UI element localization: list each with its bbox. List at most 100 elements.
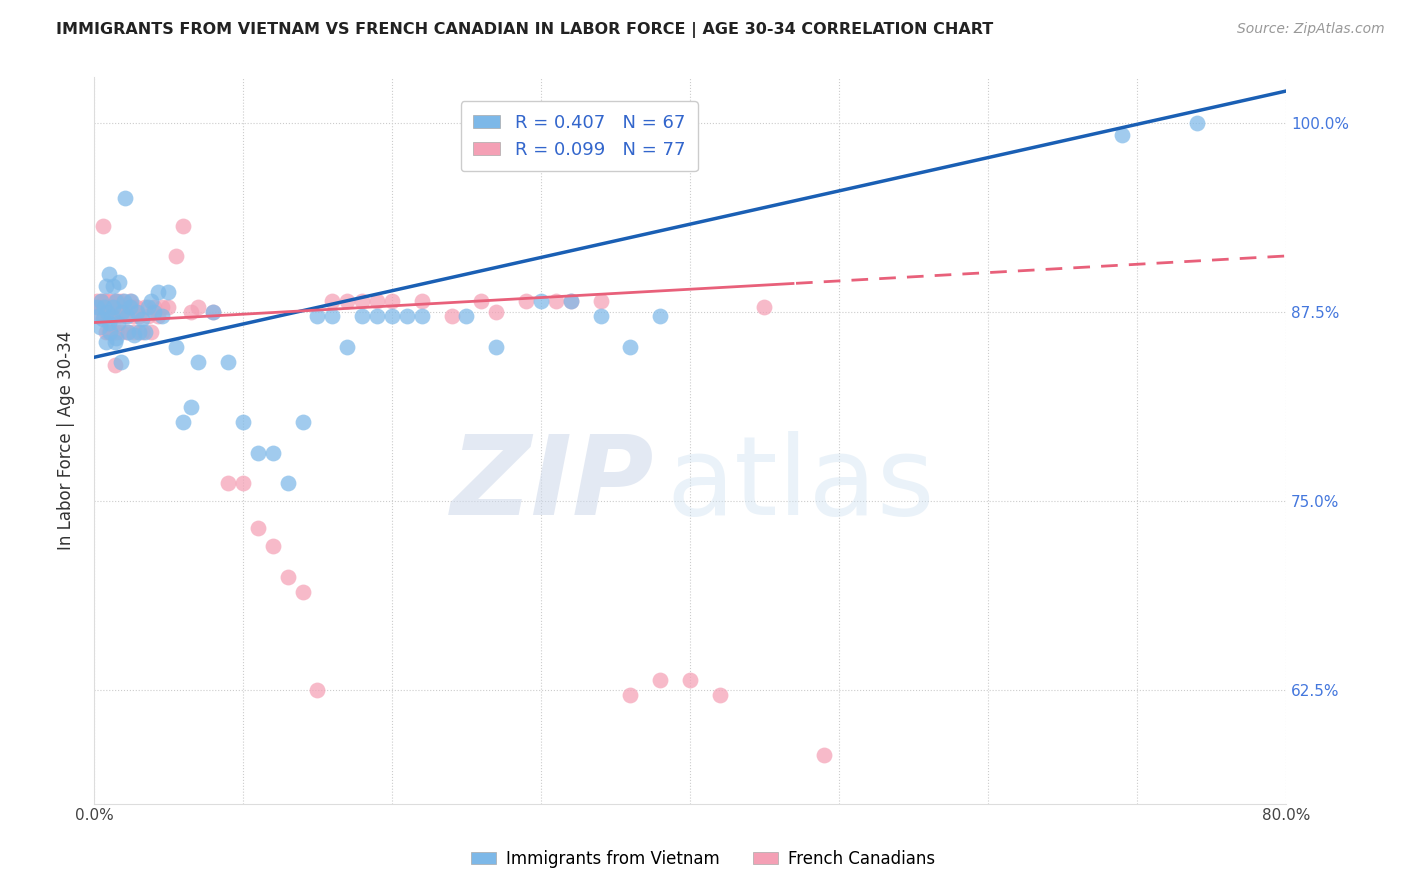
Point (89, 301, 111, 315)
Point (91, 312, 114, 326)
Point (96, 310, 118, 324)
Point (411, 294, 433, 309)
Point (336, 340, 359, 354)
Point (91, 301, 114, 315)
Y-axis label: In Labor Force | Age 30-34: In Labor Force | Age 30-34 (58, 331, 75, 550)
Point (94, 301, 117, 315)
Point (94, 325, 117, 339)
Point (108, 301, 131, 315)
Point (91, 219, 114, 233)
Point (107, 316, 129, 330)
Point (110, 355, 132, 369)
Text: ZIP: ZIP (451, 431, 654, 538)
Point (485, 305, 508, 319)
Point (1111, 128, 1133, 142)
Point (105, 325, 128, 339)
Point (381, 294, 404, 309)
Legend: R = 0.407   N = 67, R = 0.099   N = 77: R = 0.407 N = 67, R = 0.099 N = 77 (461, 101, 697, 171)
Point (277, 475, 299, 490)
Point (128, 310, 150, 324)
Point (93, 294, 115, 309)
Point (187, 301, 209, 315)
Point (134, 325, 156, 339)
Point (366, 310, 388, 324)
Point (111, 305, 134, 319)
Point (650, 673, 672, 687)
Point (246, 521, 269, 535)
Point (98, 325, 121, 339)
Point (172, 416, 194, 430)
Point (544, 294, 567, 309)
Point (470, 294, 492, 309)
Point (187, 355, 209, 369)
Point (321, 294, 343, 309)
Point (152, 310, 174, 324)
Point (246, 445, 269, 459)
Point (411, 310, 433, 324)
Point (120, 301, 142, 315)
Point (86, 301, 108, 315)
Point (277, 570, 299, 584)
Point (108, 275, 131, 289)
Point (813, 748, 835, 763)
Point (103, 310, 125, 324)
Point (291, 584, 314, 599)
Point (232, 416, 254, 430)
Point (128, 325, 150, 339)
Point (262, 540, 284, 554)
Point (515, 294, 537, 309)
Point (589, 294, 612, 309)
Point (107, 310, 129, 324)
Point (97, 316, 120, 330)
Point (136, 310, 159, 324)
Point (105, 301, 128, 315)
Point (86, 294, 108, 309)
Point (112, 301, 135, 315)
Point (90, 294, 112, 309)
Point (650, 310, 672, 324)
Point (165, 340, 187, 354)
Point (336, 294, 359, 309)
Point (97, 267, 120, 281)
Point (395, 310, 418, 324)
Point (180, 401, 202, 415)
Point (90, 294, 112, 309)
Point (121, 310, 143, 324)
Point (202, 305, 225, 319)
Point (142, 301, 165, 315)
Point (97, 325, 120, 339)
Point (352, 310, 374, 324)
Point (96, 305, 118, 319)
Point (105, 294, 128, 309)
Point (136, 301, 159, 315)
Point (619, 688, 641, 702)
Point (117, 301, 139, 315)
Point (124, 301, 146, 315)
Point (107, 294, 129, 309)
Point (291, 416, 314, 430)
Point (152, 301, 174, 315)
Text: atlas: atlas (666, 431, 935, 538)
Point (111, 294, 134, 309)
Point (366, 294, 388, 309)
Point (112, 294, 135, 309)
Point (262, 445, 284, 459)
Point (381, 310, 404, 324)
Point (87, 310, 110, 324)
Point (679, 673, 702, 687)
Point (93, 301, 115, 315)
Point (157, 285, 180, 300)
Point (118, 301, 141, 315)
Point (142, 305, 165, 319)
Point (157, 301, 180, 315)
Point (87, 310, 110, 324)
Text: IMMIGRANTS FROM VIETNAM VS FRENCH CANADIAN IN LABOR FORCE | AGE 30-34 CORRELATIO: IMMIGRANTS FROM VIETNAM VS FRENCH CANADI… (56, 22, 994, 38)
Point (146, 310, 169, 324)
Point (589, 310, 612, 324)
Point (105, 331, 128, 345)
Point (98, 294, 121, 309)
Point (120, 294, 142, 309)
Point (104, 335, 127, 350)
Point (94, 279, 117, 293)
Point (352, 294, 374, 309)
